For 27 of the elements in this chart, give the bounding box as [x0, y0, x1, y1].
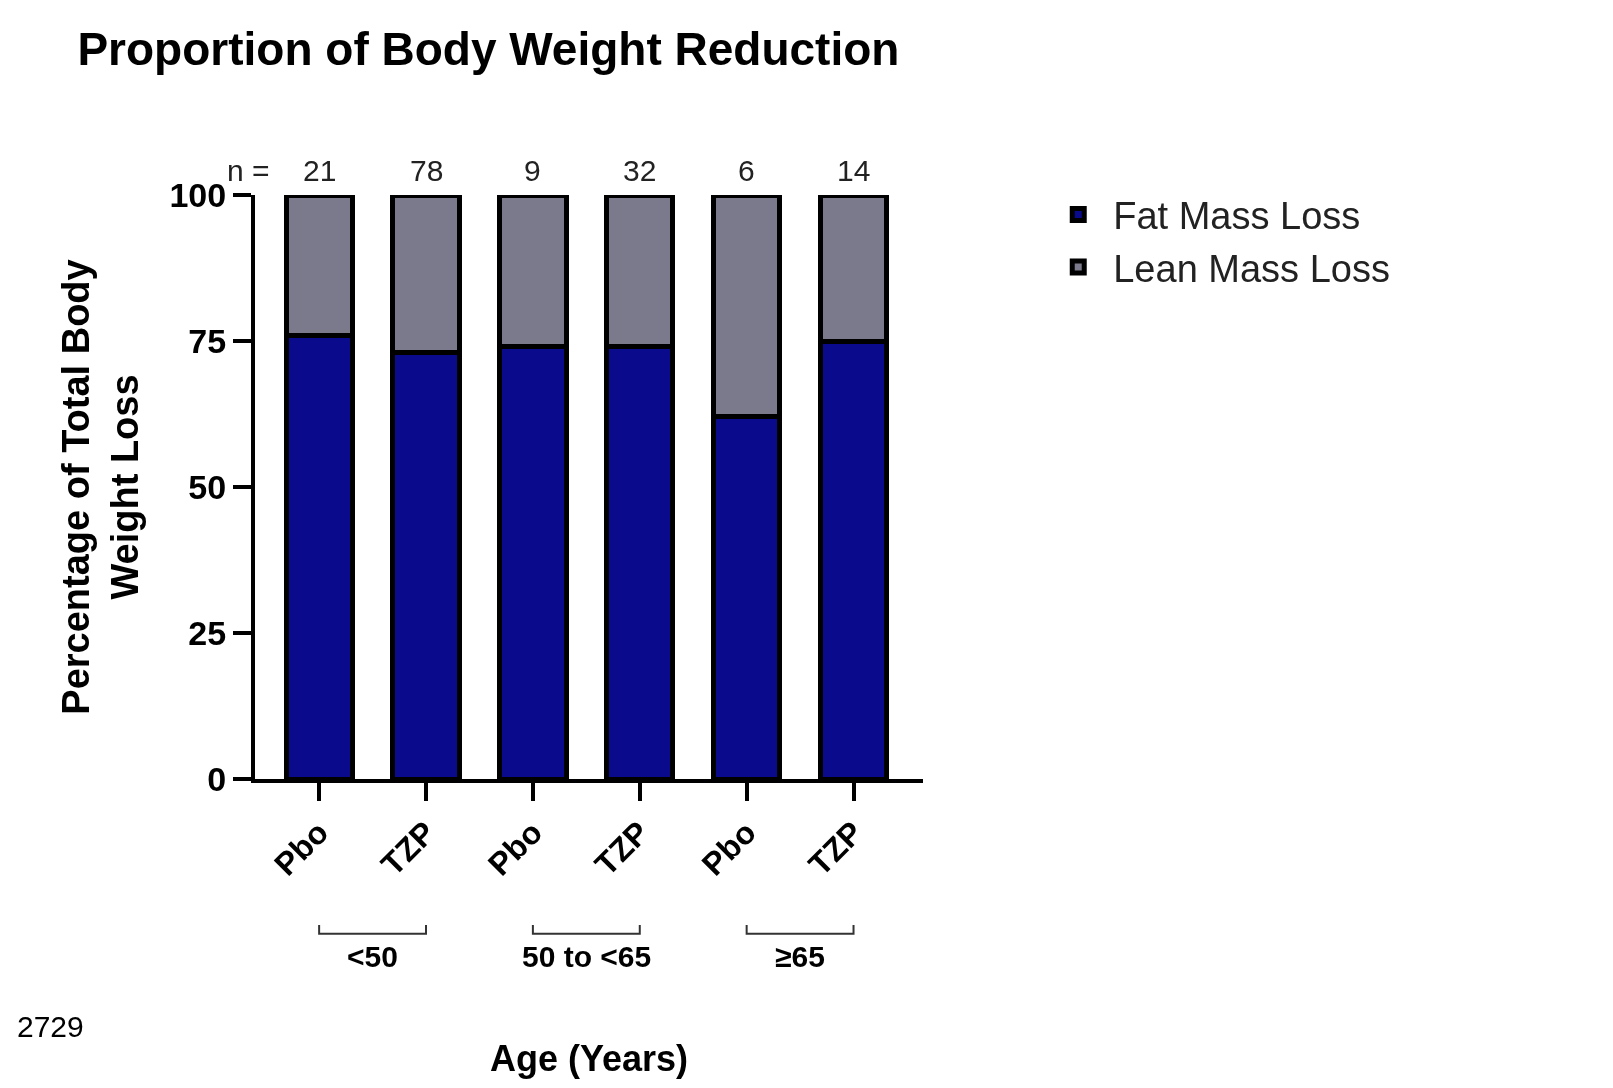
y-axis-title: Percentage of Total Body Weight Loss [54, 259, 147, 715]
legend-label: Fat Mass Loss [1113, 195, 1361, 238]
x-tick-label: Pbo [694, 814, 763, 883]
legend-label: Lean Mass Loss [1113, 247, 1390, 290]
y-tick-label: 50 [188, 467, 227, 506]
text: 2729 [17, 1010, 84, 1043]
text: 21 [303, 154, 337, 187]
x-tick-label: TZP [374, 814, 443, 883]
text: 50 to <65 [522, 940, 652, 973]
y-tick-label: 75 [188, 321, 227, 360]
y-tick-label: 100 [169, 175, 227, 214]
y-tick-label: 25 [188, 613, 227, 652]
x-tick-label: TZP [587, 814, 657, 883]
text: ≥65 [775, 940, 825, 973]
text: 6 [738, 154, 755, 187]
text: 78 [410, 154, 444, 187]
text: 14 [837, 154, 871, 187]
x-tick-label: Pbo [480, 814, 550, 883]
chart-title: Proportion of Body Weight Reduction [77, 22, 900, 75]
y-tick-label: 0 [207, 759, 227, 798]
text: 32 [623, 154, 657, 187]
x-tick-label: Pbo [267, 814, 336, 883]
text: 9 [524, 154, 541, 187]
x-axis-title: Age (Years) [489, 1037, 689, 1079]
x-tick-label: TZP [801, 814, 870, 883]
text: <50 [347, 940, 398, 973]
text: n = [227, 154, 270, 187]
